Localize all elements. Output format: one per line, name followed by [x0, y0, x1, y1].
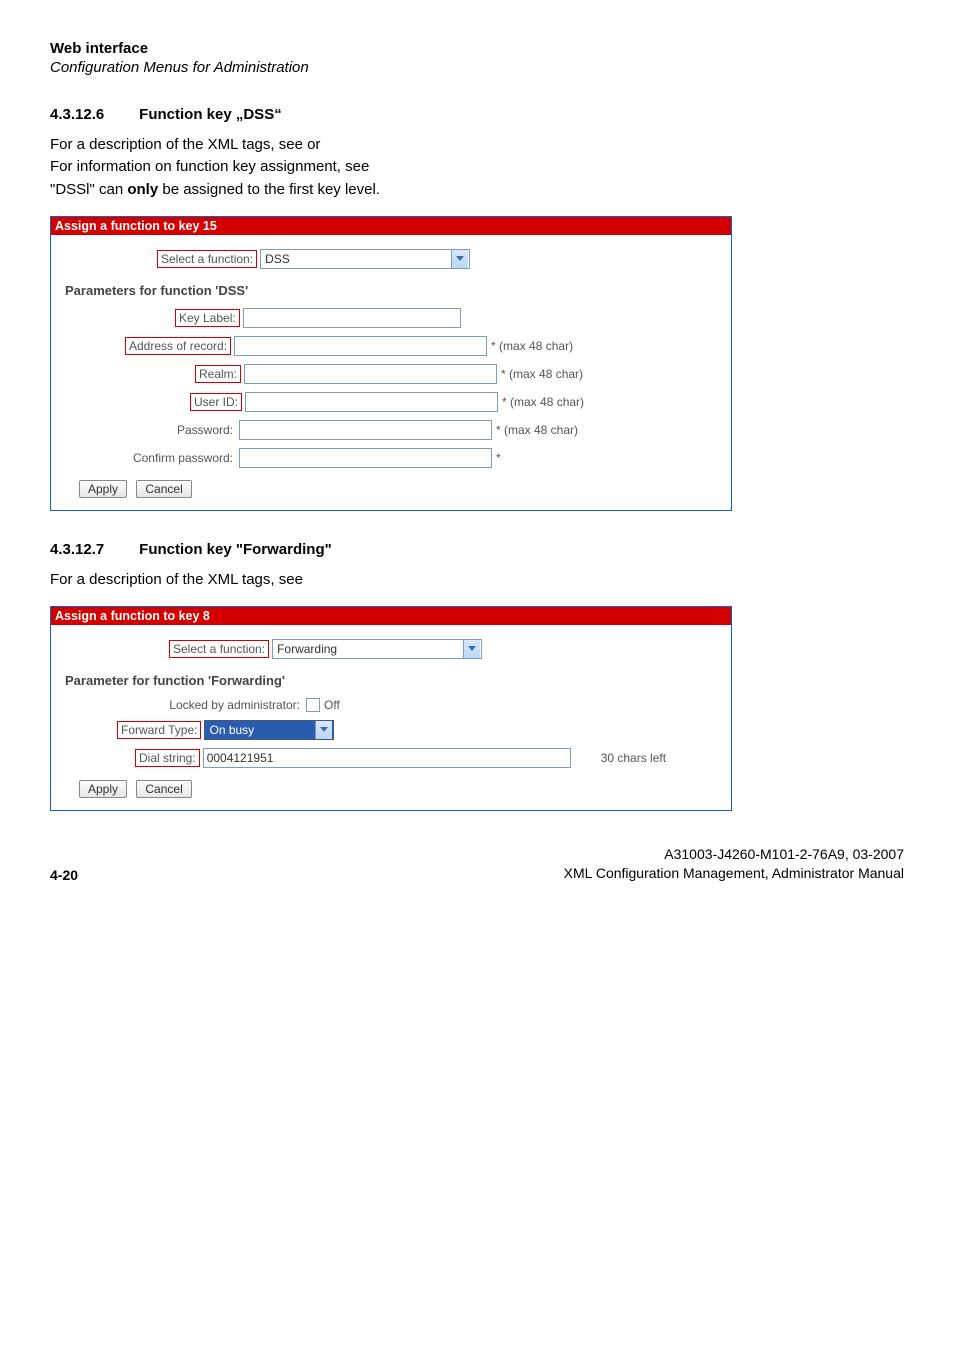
locked-by-admin-label: Locked by administrator:: [65, 698, 306, 712]
select-function-dropdown[interactable]: Forwarding: [272, 639, 482, 659]
hint-text: * (max 48 char): [496, 423, 578, 437]
section-number: 4.3.12.6: [50, 106, 135, 123]
chevron-down-icon: [451, 250, 468, 268]
chevron-down-icon: [463, 640, 480, 658]
select-value: On busy: [205, 723, 315, 737]
select-function-label: Select a function:: [169, 640, 269, 658]
confirm-password-label: Confirm password:: [65, 451, 239, 465]
text-bold: only: [127, 181, 158, 198]
parameters-subhead: Parameter for function 'Forwarding': [65, 673, 717, 688]
realm-input[interactable]: [244, 364, 497, 384]
select-function-dropdown[interactable]: DSS: [260, 249, 470, 269]
text-fragment: "DSSl" can: [50, 181, 127, 198]
confirm-password-input[interactable]: [239, 448, 492, 468]
dial-string-label: Dial string:: [135, 749, 200, 767]
hint-text: * (max 48 char): [502, 395, 584, 409]
key-label-input[interactable]: [243, 308, 461, 328]
key-label-label: Key Label:: [175, 309, 240, 327]
forward-type-dropdown[interactable]: On busy: [204, 720, 334, 740]
hint-text: * (max 48 char): [501, 367, 583, 381]
section-heading-forwarding: 4.3.12.7 Function key "Forwarding": [50, 541, 904, 558]
doc-id: A31003-J4260-M101-2-76A9, 03-2007: [564, 845, 904, 864]
locked-checkbox[interactable]: [306, 698, 320, 712]
password-label: Password:: [65, 423, 239, 437]
cancel-button[interactable]: Cancel: [136, 480, 191, 498]
chars-left-text: 30 chars left: [601, 751, 666, 765]
page-header-italic: Configuration Menus for Administration: [50, 59, 904, 76]
apply-button[interactable]: Apply: [79, 480, 127, 498]
parameters-subhead: Parameters for function 'DSS': [65, 283, 717, 298]
password-input[interactable]: [239, 420, 492, 440]
hint-text: *: [496, 451, 501, 465]
hint-text: * (max 48 char): [491, 339, 573, 353]
select-function-label: Select a function:: [157, 250, 257, 268]
address-of-record-label: Address of record:: [125, 337, 231, 355]
page-header-bold: Web interface: [50, 40, 904, 57]
forward-type-label: Forward Type:: [117, 721, 201, 739]
section-heading-dss: 4.3.12.6 Function key „DSS“: [50, 106, 904, 123]
panel-forwarding: Assign a function to key 8 Select a func…: [50, 606, 732, 811]
text-fragment: be assigned to the first key level.: [158, 181, 380, 198]
panel-dss: Assign a function to key 15 Select a fun…: [50, 216, 732, 511]
user-id-input[interactable]: [245, 392, 498, 412]
page-number: 4-20: [50, 867, 78, 883]
section-number: 4.3.12.7: [50, 541, 135, 558]
select-value: DSS: [261, 252, 451, 266]
body-text: For a description of the XML tags, see: [50, 570, 904, 590]
body-text: For information on function key assignme…: [50, 157, 904, 177]
dial-string-input[interactable]: [203, 748, 571, 768]
doc-title: XML Configuration Management, Administra…: [564, 864, 904, 883]
cancel-button[interactable]: Cancel: [136, 780, 191, 798]
panel-title: Assign a function to key 15: [51, 217, 731, 235]
body-text: For a description of the XML tags, see o…: [50, 135, 904, 155]
body-text: "DSSl" can only be assigned to the first…: [50, 180, 904, 200]
section-title: Function key "Forwarding": [139, 541, 332, 558]
page-footer: 4-20 A31003-J4260-M101-2-76A9, 03-2007 X…: [50, 845, 904, 883]
realm-label: Realm:: [195, 365, 241, 383]
select-value: Forwarding: [273, 642, 463, 656]
locked-off-text: Off: [324, 698, 340, 712]
apply-button[interactable]: Apply: [79, 780, 127, 798]
address-of-record-input[interactable]: [234, 336, 487, 356]
user-id-label: User ID:: [190, 393, 242, 411]
section-title: Function key „DSS“: [139, 106, 282, 123]
panel-title: Assign a function to key 8: [51, 607, 731, 625]
chevron-down-icon: [315, 721, 332, 739]
